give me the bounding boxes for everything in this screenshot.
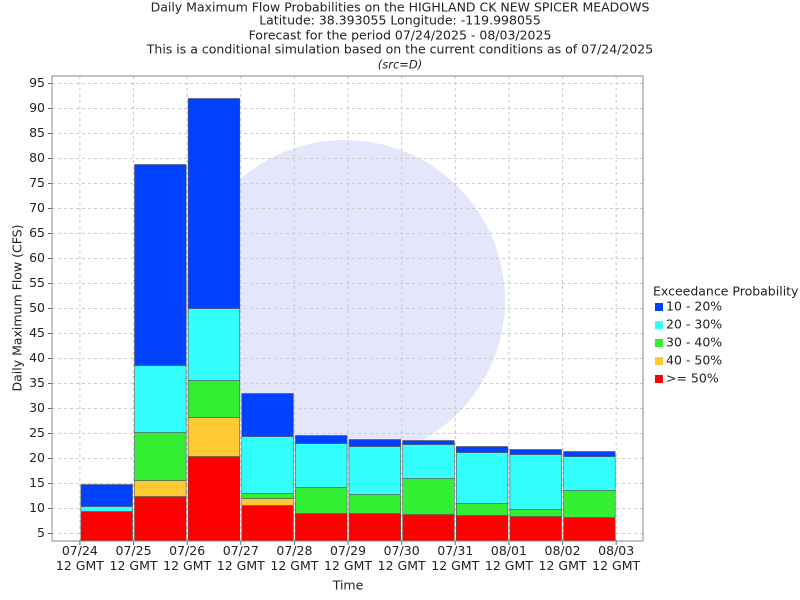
y-tick-label: 35 — [29, 375, 45, 390]
legend-swatch — [655, 321, 663, 329]
y-tick-label: 25 — [29, 425, 45, 440]
x-tick-label: 07/28 12 GMT — [270, 543, 319, 573]
legend-swatch — [655, 339, 663, 347]
y-tick-label: 10 — [29, 500, 45, 515]
bar-segment — [348, 439, 401, 447]
bar-segment — [455, 515, 509, 542]
bar-segment — [295, 487, 348, 514]
bar-segment — [80, 506, 133, 512]
legend-swatch — [655, 357, 663, 365]
x-tick-label: 07/26 12 GMT — [163, 543, 212, 573]
bar-segment — [348, 494, 401, 514]
bar-segment — [241, 393, 294, 437]
bar-segment — [187, 308, 241, 381]
bar-segment — [241, 436, 294, 494]
legend-label: 20 - 30% — [666, 317, 722, 332]
legend-label: >= 50% — [666, 371, 719, 386]
bar-segment — [402, 440, 455, 445]
bar-segment — [455, 446, 509, 453]
bar-segment — [402, 478, 455, 515]
plot-frame — [51, 75, 644, 542]
bar-segment — [187, 380, 241, 418]
y-tick-label: 90 — [29, 100, 45, 115]
watermark — [185, 140, 505, 460]
bar-segment — [509, 454, 562, 510]
bar-segment — [295, 443, 348, 488]
bar-segment — [455, 503, 509, 516]
x-axis-label: Time — [332, 578, 364, 593]
bar-segment — [563, 490, 616, 518]
source-note: (src=D) — [378, 58, 423, 72]
bar-segment — [509, 449, 562, 455]
bar-segment — [241, 505, 294, 542]
x-tick-label: 07/24 12 GMT — [55, 543, 104, 573]
subtitle: Latitude: 38.393055 Longitude: -119.9980… — [259, 13, 541, 28]
y-tick-label: 95 — [29, 75, 45, 90]
x-tick-label: 08/02 12 GMT — [538, 543, 587, 573]
bar-segment — [402, 444, 455, 479]
y-tick-label: 55 — [29, 275, 45, 290]
legend-swatch — [655, 303, 663, 311]
x-tick-label: 07/29 12 GMT — [324, 543, 373, 573]
legend-label: 10 - 20% — [666, 299, 722, 314]
bar-segment — [80, 511, 133, 542]
bar-segment — [563, 456, 616, 491]
bar-segment — [187, 456, 241, 542]
bar-segment — [563, 451, 616, 457]
y-tick-label: 45 — [29, 325, 45, 340]
bar-segment — [134, 496, 187, 542]
bar-segment — [241, 493, 294, 499]
x-tick-label: 07/30 12 GMT — [377, 543, 426, 573]
y-tick-label: 20 — [29, 450, 45, 465]
bar-segment — [455, 452, 509, 504]
bar-segment — [563, 517, 616, 542]
y-tick-label: 30 — [29, 400, 45, 415]
bar-segment — [295, 513, 348, 542]
legend-label: 30 - 40% — [666, 335, 722, 350]
bar-segment — [187, 98, 241, 309]
bar-segment — [134, 164, 187, 366]
bar-segment — [134, 480, 187, 497]
y-tick-label: 40 — [29, 350, 45, 365]
subtitle: This is a conditional simulation based o… — [146, 42, 653, 57]
subtitle: Forecast for the period 07/24/2025 - 08/… — [249, 28, 552, 43]
bar-segment — [295, 435, 348, 444]
y-tick-label: 60 — [29, 250, 45, 265]
y-tick-label: 5 — [37, 525, 45, 540]
bar-segment — [80, 484, 133, 507]
bar-segment — [402, 514, 455, 542]
x-tick-label: 07/31 12 GMT — [431, 543, 480, 573]
legend-label: 40 - 50% — [666, 353, 722, 368]
chart-title: Daily Maximum Flow Probabilities on the … — [151, 0, 650, 15]
bar-segment — [348, 513, 401, 542]
x-tick-label: 07/27 12 GMT — [216, 543, 265, 573]
y-tick-label: 85 — [29, 125, 45, 140]
y-tick-label: 80 — [29, 150, 45, 165]
bar-segment — [134, 365, 187, 433]
y-tick-label: 65 — [29, 225, 45, 240]
x-tick-label: 08/03 12 GMT — [592, 543, 641, 573]
x-tick-label: 07/25 12 GMT — [109, 543, 158, 573]
legend-swatch — [655, 375, 663, 383]
x-tick-label: 08/01 12 GMT — [484, 543, 533, 573]
bar-segment — [348, 446, 401, 495]
y-tick-label: 50 — [29, 300, 45, 315]
bar-segment — [509, 516, 562, 542]
bar-segment — [187, 417, 241, 457]
bar-segment — [241, 498, 294, 506]
y-axis-label: Daily Maximum Flow (CFS) — [10, 224, 25, 391]
y-tick-label: 15 — [29, 475, 45, 490]
legend-title: Exceedance Probability — [653, 284, 799, 299]
y-tick-label: 75 — [29, 175, 45, 190]
bar-segment — [509, 509, 562, 517]
y-tick-label: 70 — [29, 200, 45, 215]
bar-segment — [134, 432, 187, 481]
